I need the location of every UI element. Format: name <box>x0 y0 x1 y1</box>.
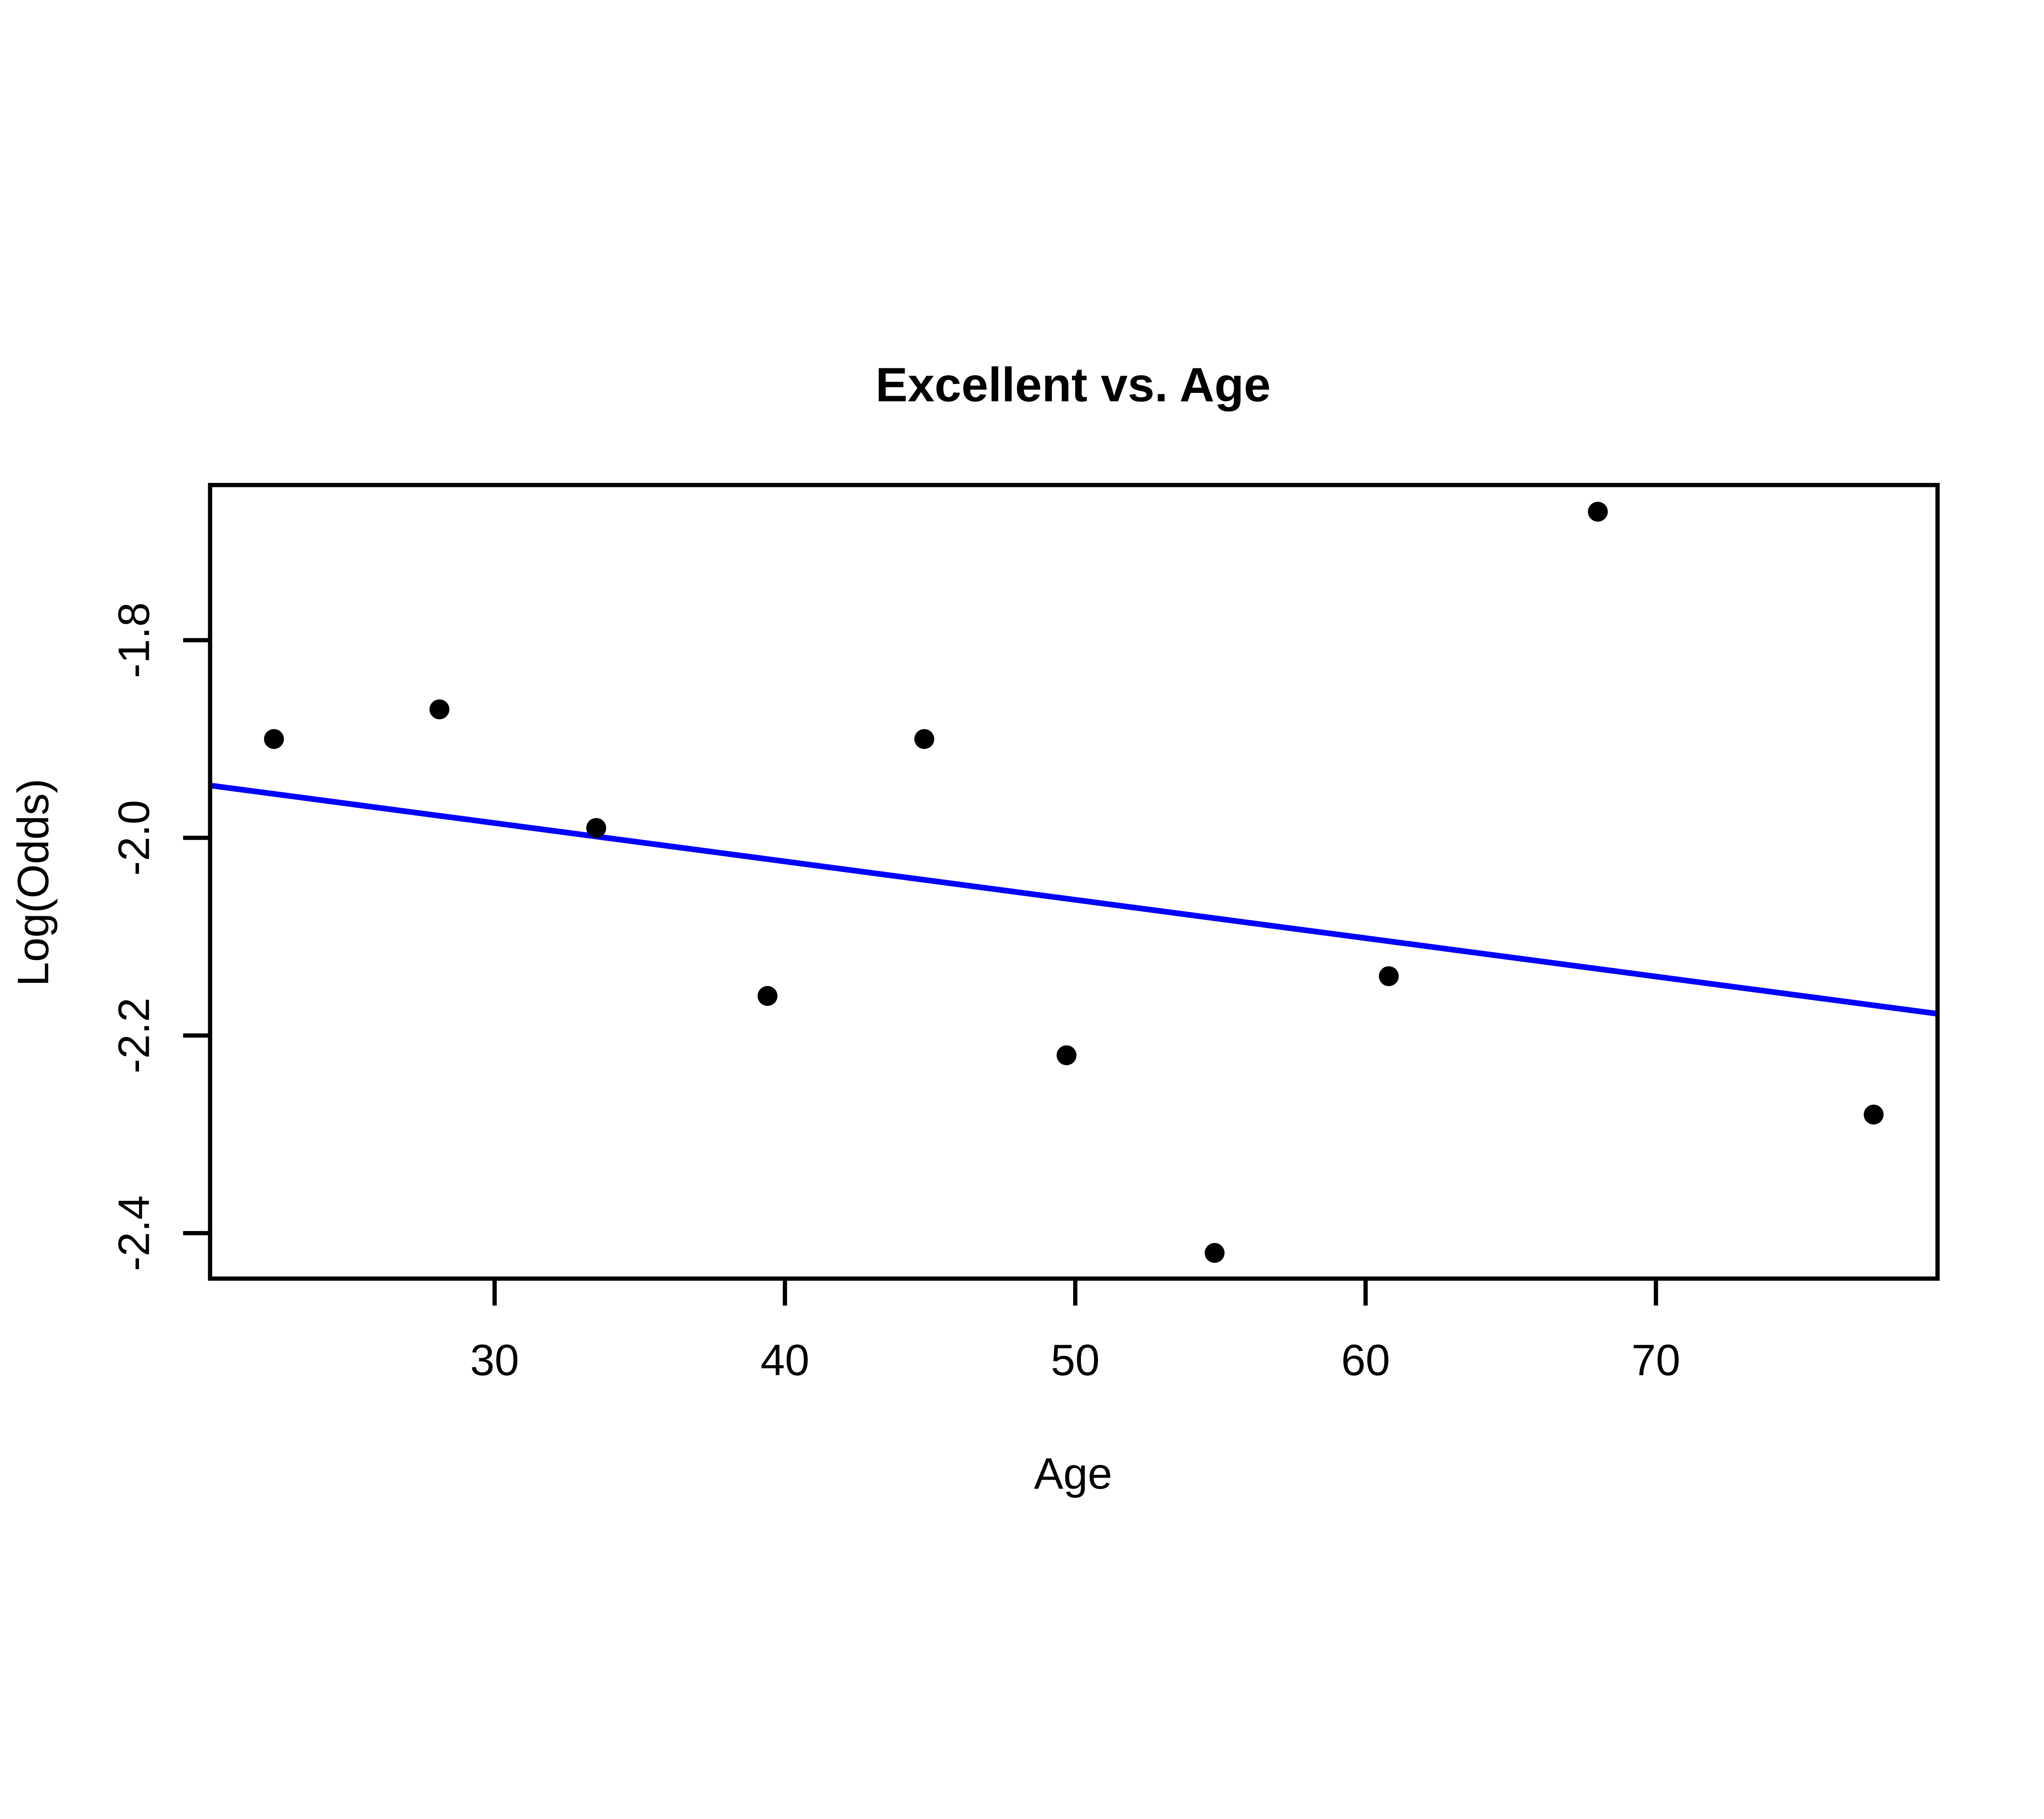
chart-title: Excellent vs. Age <box>876 358 1271 412</box>
data-point <box>264 729 284 749</box>
data-point <box>914 729 935 749</box>
x-axis-title: Age <box>1034 1449 1112 1498</box>
plot-box-layer <box>208 483 1940 1281</box>
x-tick-label: 70 <box>1632 1335 1681 1384</box>
regression-line <box>209 783 1938 1017</box>
regression-line-layer <box>209 783 1938 1017</box>
y-tick-label: -1.8 <box>110 602 159 678</box>
x-tick-label: 30 <box>470 1335 519 1384</box>
y-axis: -1.8 -2.0 -2.2 -2.4 <box>110 602 210 1271</box>
data-points-layer <box>264 502 1884 1263</box>
x-tick-label: 50 <box>1051 1335 1100 1384</box>
data-point <box>586 818 606 838</box>
data-point <box>1864 1104 1884 1125</box>
y-tick-label: -2.2 <box>110 998 159 1073</box>
plot-box <box>208 483 1940 1281</box>
x-tick-label: 40 <box>760 1335 809 1384</box>
y-tick-label: -2.4 <box>110 1195 159 1271</box>
x-tick-label: 60 <box>1341 1335 1390 1384</box>
figure-background <box>0 278 2044 1541</box>
data-point <box>1588 502 1608 522</box>
y-axis-title: Log(Odds) <box>9 778 58 987</box>
data-point <box>758 986 778 1006</box>
y-tick-label: -2.0 <box>110 800 159 875</box>
data-point <box>429 699 450 720</box>
data-point <box>1378 966 1399 986</box>
data-point <box>1056 1045 1077 1065</box>
data-point <box>1204 1243 1225 1263</box>
x-axis: 30 40 50 60 70 <box>470 1278 1681 1384</box>
